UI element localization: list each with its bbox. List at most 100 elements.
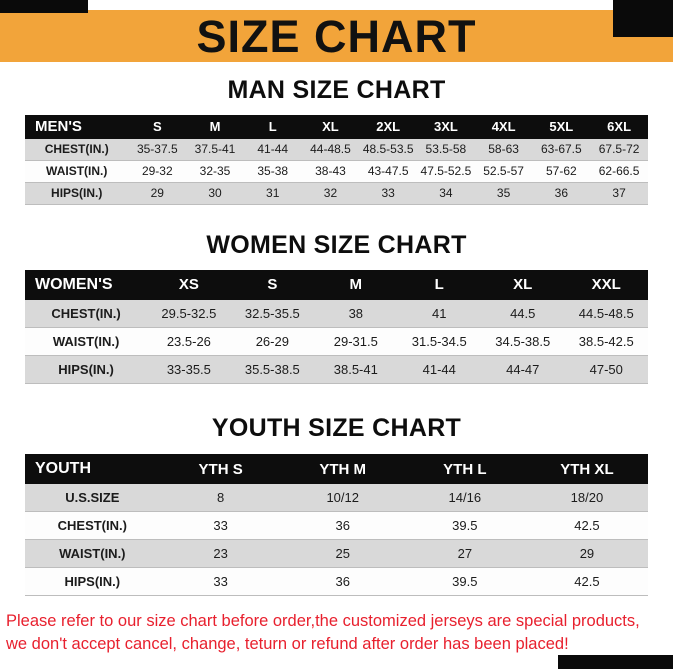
size-value: 58-63 xyxy=(474,138,533,161)
size-value: 33 xyxy=(359,182,418,205)
size-column-header: XXL xyxy=(564,269,648,300)
disclaimer-text: Please refer to our size chart before or… xyxy=(6,610,667,656)
size-column-header: S xyxy=(128,114,187,139)
disclaimer-line-1: Please refer to our size chart before or… xyxy=(6,612,640,631)
size-column-header: XS xyxy=(147,269,231,300)
size-column-header: 6XL xyxy=(590,114,648,139)
size-column-header: YTH XL xyxy=(525,454,648,485)
size-value: 41-44 xyxy=(397,355,481,384)
size-value: 62-66.5 xyxy=(590,160,648,183)
size-value: 23.5-26 xyxy=(147,327,231,356)
size-value: 36 xyxy=(281,511,404,541)
row-label: WAIST(IN.) xyxy=(25,327,148,356)
size-value: 29 xyxy=(128,182,187,205)
size-column-header: M xyxy=(186,114,244,139)
size-value: 27 xyxy=(403,539,526,569)
size-value: 53.5-58 xyxy=(417,138,475,161)
size-value: 48.5-53.5 xyxy=(359,138,418,161)
table-corner-header: YOUTH xyxy=(25,454,160,485)
size-table: MEN'S S M L XL 2XL 3XL 4XL 5XL 6XL CHEST(IN.) 35-37… xyxy=(25,114,648,205)
size-column-header: 4XL xyxy=(474,114,533,139)
size-value: 36 xyxy=(532,182,591,205)
size-value: 14/16 xyxy=(403,484,526,513)
size-column-header: S xyxy=(230,269,315,300)
size-value: 26-29 xyxy=(230,327,315,356)
size-value: 37.5-41 xyxy=(186,138,244,161)
size-value: 32.5-35.5 xyxy=(230,299,315,328)
row-label: U.S.SIZE xyxy=(25,484,160,513)
size-value: 33-35.5 xyxy=(147,355,231,384)
size-table: WOMEN'S XS S M L XL XXL CHEST(IN.) 29.5-32.5 32.5… xyxy=(25,269,648,384)
table-header-row: MEN'S S M L XL 2XL 3XL 4XL 5XL 6XL xyxy=(25,114,648,139)
size-value: 63-67.5 xyxy=(532,138,591,161)
corner-decoration-top-left xyxy=(0,0,88,13)
size-column-header: M xyxy=(314,269,398,300)
size-value: 36 xyxy=(281,567,404,597)
size-value: 44.5-48.5 xyxy=(564,299,648,328)
table-row: CHEST(IN.) 29.5-32.5 32.5-35.5 38 41 44.5 44.5… xyxy=(25,299,648,328)
row-label: CHEST(IN.) xyxy=(25,138,129,161)
size-value: 34.5-38.5 xyxy=(481,327,565,356)
row-label: CHEST(IN.) xyxy=(25,511,160,541)
table-row: U.S.SIZE 8 10/12 14/16 18/20 xyxy=(25,484,648,513)
size-value: 41-44 xyxy=(243,138,302,161)
size-value: 37 xyxy=(590,182,648,205)
size-value: 29.5-32.5 xyxy=(147,299,231,328)
table-header-row: WOMEN'S XS S M L XL XXL xyxy=(25,269,648,300)
size-value: 23 xyxy=(159,539,282,569)
size-column-header: XL xyxy=(301,114,360,139)
size-value: 57-62 xyxy=(532,160,591,183)
size-column-header: L xyxy=(243,114,302,139)
corner-decoration-top-right xyxy=(613,0,673,37)
table-row: HIPS(IN.) 33-35.5 35.5-38.5 38.5-41 41-44 44-… xyxy=(25,355,648,384)
size-value: 47-50 xyxy=(564,355,648,384)
size-column-header: 3XL xyxy=(417,114,475,139)
row-label: CHEST(IN.) xyxy=(25,299,148,328)
table-row: HIPS(IN.) 29 30 31 32 33 34 35 36 37 xyxy=(25,182,648,205)
row-label: WAIST(IN.) xyxy=(25,160,129,183)
row-label: HIPS(IN.) xyxy=(25,567,160,597)
table-header-row: YOUTH YTH S YTH M YTH L YTH XL xyxy=(25,454,648,485)
women-size-chart-heading: WOMEN SIZE CHART xyxy=(206,230,467,259)
size-value: 32-35 xyxy=(186,160,244,183)
size-column-header: XL xyxy=(481,269,565,300)
table-row: WAIST(IN.) 29-32 32-35 35-38 38-43 43-47.5 47.… xyxy=(25,160,648,183)
size-value: 35 xyxy=(474,182,533,205)
row-label: HIPS(IN.) xyxy=(25,355,148,384)
table-corner-header: MEN'S xyxy=(25,114,129,139)
size-value: 38 xyxy=(314,299,398,328)
size-value: 32 xyxy=(301,182,360,205)
size-value: 67.5-72 xyxy=(590,138,648,161)
size-value: 31 xyxy=(243,182,302,205)
disclaimer-line-2: we don't accept cancel, change, teturn o… xyxy=(6,635,569,654)
men-size-table: MEN'S S M L XL 2XL 3XL 4XL 5XL 6XL CHEST(IN.) 35-37… xyxy=(25,114,648,205)
size-value: 52.5-57 xyxy=(474,160,533,183)
size-value: 38-43 xyxy=(301,160,360,183)
size-value: 35.5-38.5 xyxy=(230,355,315,384)
size-table: YOUTH YTH S YTH M YTH L YTH XL U.S.SIZE 8 10/12… xyxy=(25,454,648,597)
size-value: 29-31.5 xyxy=(314,327,398,356)
size-column-header: YTH S xyxy=(159,454,282,485)
youth-size-table: YOUTH YTH S YTH M YTH L YTH XL U.S.SIZE 8 10/12… xyxy=(25,454,648,597)
size-value: 33 xyxy=(159,511,282,541)
table-row: CHEST(IN.) 33 36 39.5 42.5 xyxy=(25,511,648,541)
size-value: 29-32 xyxy=(128,160,187,183)
size-value: 35-37.5 xyxy=(128,138,187,161)
size-value: 25 xyxy=(281,539,404,569)
size-value: 8 xyxy=(159,484,282,513)
size-value: 18/20 xyxy=(525,484,648,513)
women-size-table: WOMEN'S XS S M L XL XXL CHEST(IN.) 29.5-32.5 32.5… xyxy=(25,269,648,384)
size-value: 38.5-41 xyxy=(314,355,398,384)
size-value: 34 xyxy=(417,182,475,205)
size-value: 42.5 xyxy=(525,511,648,541)
table-row: WAIST(IN.) 23 25 27 29 xyxy=(25,539,648,569)
table-corner-header: WOMEN'S xyxy=(25,269,148,300)
man-size-chart-heading: MAN SIZE CHART xyxy=(227,76,446,104)
title-banner: SIZE CHART xyxy=(0,10,673,62)
size-value: 47.5-52.5 xyxy=(417,160,475,183)
row-label: WAIST(IN.) xyxy=(25,539,160,569)
content: MAN SIZE CHART MEN'S S M L XL 2XL 3XL 4XL 5XL 6XL… xyxy=(0,62,673,656)
size-value: 44-47 xyxy=(481,355,565,384)
size-value: 31.5-34.5 xyxy=(397,327,481,356)
